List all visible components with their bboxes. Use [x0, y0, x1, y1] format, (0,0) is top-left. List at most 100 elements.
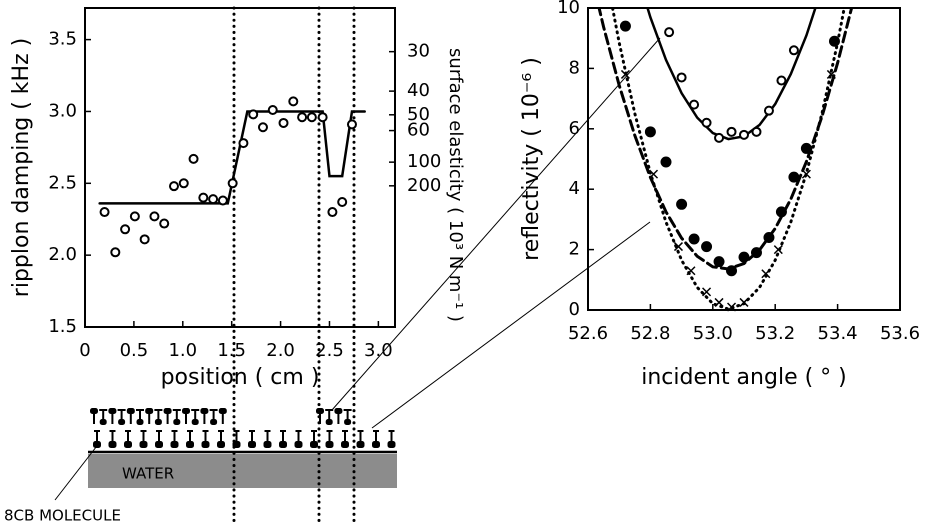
cross-stroke — [648, 169, 659, 179]
open-circle-marker — [317, 112, 328, 123]
molecule-head — [325, 419, 333, 425]
cross-stroke — [773, 245, 783, 255]
x-axis-title: position ( cm ) — [161, 365, 320, 390]
y-tick-label: 2.0 — [48, 244, 77, 265]
y-tick-label: 2.5 — [48, 172, 77, 193]
y-tick-label: 3.5 — [48, 29, 77, 50]
cross-stroke — [826, 69, 836, 79]
open-circle-marker — [751, 126, 762, 137]
open-circle-marker — [129, 211, 140, 222]
cross-marker — [714, 297, 724, 307]
molecule-head — [279, 441, 287, 448]
filled-circle-marker — [619, 20, 631, 32]
molecule-label: 8CB MOLECULE — [4, 507, 121, 525]
molecules — [90, 408, 396, 448]
x-tick-label: 0 — [79, 340, 90, 361]
molecule-head — [136, 419, 144, 425]
open-circle-marker — [159, 218, 170, 229]
filled-circle-marker — [713, 256, 725, 268]
water-label: WATER — [122, 465, 174, 483]
filled-circle-marker — [828, 35, 840, 47]
y2-tick-label: 200 — [407, 175, 441, 196]
y-tick-label: 1.5 — [48, 316, 77, 337]
molecule-head — [387, 441, 396, 448]
molecule-head — [191, 419, 199, 425]
molecule-head — [90, 408, 98, 414]
open-circle-marker — [714, 132, 725, 143]
boundary-lines — [232, 6, 356, 524]
cross-stroke — [761, 269, 771, 279]
x-tick-label: 53.0 — [693, 323, 733, 344]
x-tick-label: 53.2 — [755, 323, 795, 344]
x-tick-label: 53.6 — [880, 323, 920, 344]
molecule-head — [201, 441, 210, 448]
leader-line — [371, 221, 651, 429]
cross-stroke — [702, 287, 712, 297]
curve — [597, 8, 854, 271]
y-tick-label: 10 — [557, 0, 580, 18]
open-circle-marker — [178, 178, 189, 189]
filled-circle-marker — [738, 251, 750, 263]
open-circle-marker — [208, 194, 219, 205]
y-axis-title: ripplon damping ( kHz ) — [9, 38, 34, 297]
open-circle-marker — [739, 129, 749, 140]
x-tick-label: 1.5 — [217, 340, 246, 361]
open-circle-marker — [238, 138, 249, 149]
cross-stroke — [801, 169, 811, 179]
cross-stroke — [726, 302, 737, 312]
open-circle-marker — [337, 196, 348, 207]
monolayer-diagram: WATER 8CB MOLECULE — [4, 37, 661, 525]
molecule-head — [182, 408, 190, 414]
molecule-head — [310, 441, 318, 448]
open-circle-marker — [217, 195, 228, 206]
molecule-head — [108, 408, 117, 414]
molecule-head — [200, 408, 209, 414]
cross-marker — [686, 266, 696, 276]
cross-marker — [801, 169, 811, 179]
leader-line — [331, 37, 661, 411]
molecule-head — [124, 441, 132, 448]
x-tick-label: 3.0 — [364, 340, 393, 361]
open-circle-marker — [227, 178, 238, 189]
open-circle-marker — [763, 105, 774, 116]
open-circle-marker — [346, 119, 357, 130]
molecule-head — [118, 419, 126, 425]
open-circle-marker — [168, 181, 179, 192]
plot-frame — [84, 7, 396, 328]
x-tick-label: 2.0 — [266, 340, 295, 361]
y-tick-label: 3.0 — [48, 100, 77, 121]
molecule-head — [356, 441, 365, 448]
filled-circle-marker — [688, 233, 700, 245]
molecule-head — [163, 408, 172, 414]
open-circle-marker — [788, 45, 799, 56]
cross-marker — [773, 245, 783, 255]
cross-marker — [702, 287, 712, 297]
filled-circle-marker — [644, 126, 656, 138]
y-tick-label: 6 — [569, 118, 580, 139]
open-circle-marker — [701, 117, 712, 128]
molecule-head — [155, 441, 163, 448]
cross-marker — [739, 297, 749, 307]
y2-tick-label: 30 — [407, 41, 430, 62]
molecule-head — [139, 441, 148, 448]
open-circle-marker — [327, 207, 338, 218]
molecule-head — [99, 419, 107, 425]
molecule-head — [344, 419, 352, 425]
open-circle-marker — [689, 99, 700, 110]
filled-circle-marker — [660, 156, 672, 168]
y-tick-label: 0 — [569, 299, 580, 320]
molecule-head — [108, 441, 117, 448]
y-tick-label: 4 — [569, 178, 580, 199]
open-circle-marker — [198, 192, 209, 203]
cross-stroke — [673, 242, 684, 252]
open-circle-marker — [726, 126, 737, 137]
molecule-head — [372, 441, 380, 448]
y2-tick-label: 100 — [407, 151, 441, 172]
x-axis-title: incident angle ( ° ) — [641, 365, 847, 390]
molecule-head — [294, 441, 303, 448]
open-circle-marker — [248, 109, 259, 120]
filled-circle-marker — [750, 247, 762, 259]
filled-circle-marker — [763, 232, 775, 244]
cross-stroke — [686, 266, 696, 276]
